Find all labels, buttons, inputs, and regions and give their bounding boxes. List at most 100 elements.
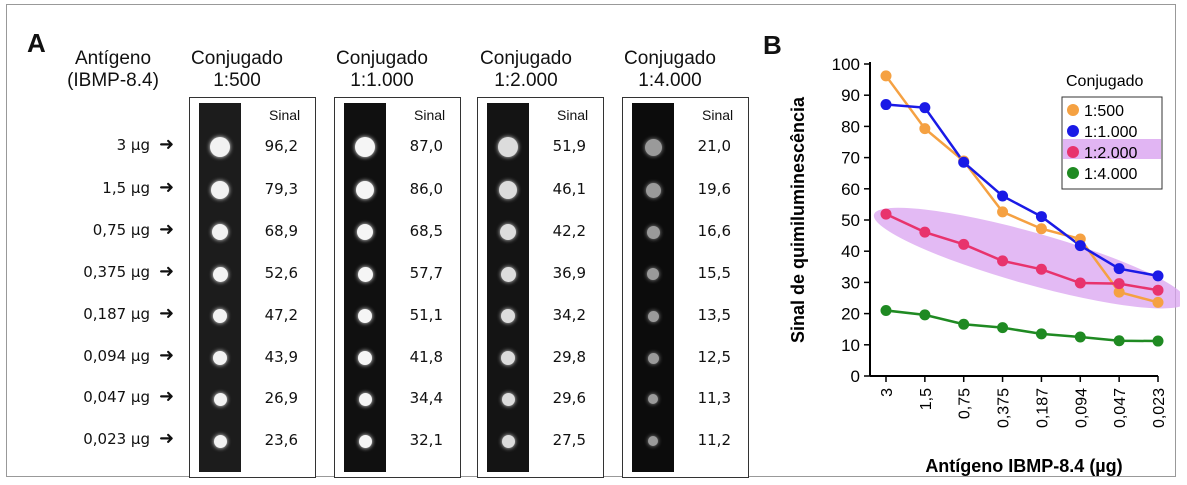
data-point xyxy=(880,99,892,111)
dot-spot xyxy=(648,436,658,446)
signal-value: 26,9 xyxy=(264,389,298,407)
dot-spot xyxy=(646,225,660,239)
panel-a-letter: A xyxy=(27,28,46,58)
signal-value: 47,2 xyxy=(264,306,298,324)
dot-spot xyxy=(210,137,230,157)
strip-header-title: Conjugado xyxy=(191,48,283,69)
signal-value: 96,2 xyxy=(264,137,298,155)
strip-box: Sinal 21,0 19,6 16,6 15,5 13,5 12,5 11,3 11,2 xyxy=(622,97,749,478)
signal-value: 29,8 xyxy=(552,348,586,366)
data-point xyxy=(880,70,892,82)
dot-spot xyxy=(358,309,372,323)
strip-header-title: Conjugado xyxy=(624,48,716,69)
data-point xyxy=(997,255,1009,267)
data-point xyxy=(880,304,892,316)
arrow-right-icon: ➜ xyxy=(159,219,175,240)
x-tick-label: 1,5 xyxy=(918,388,935,410)
arrow-right-icon: ➜ xyxy=(159,428,175,449)
membrane-strip xyxy=(632,103,674,472)
dot-spot xyxy=(358,351,372,365)
data-point xyxy=(1152,284,1164,296)
signal-value: 29,6 xyxy=(552,389,586,407)
legend-title: Conjugado xyxy=(1066,73,1144,90)
signal-value: 19,6 xyxy=(697,180,731,198)
data-point xyxy=(1035,223,1047,235)
signal-value: 12,5 xyxy=(697,348,731,366)
y-tick-label: 100 xyxy=(832,55,860,74)
data-point xyxy=(919,226,931,238)
signal-value: 23,6 xyxy=(264,431,298,449)
data-point xyxy=(958,156,970,168)
dot-spot xyxy=(499,181,517,199)
y-tick-label: 20 xyxy=(841,305,860,324)
arrow-right-icon: ➜ xyxy=(159,345,175,366)
dot-spot xyxy=(647,268,659,280)
highlight-ellipse xyxy=(873,207,1180,309)
data-point xyxy=(1035,328,1047,340)
dot-spot xyxy=(357,266,373,282)
signal-value: 34,2 xyxy=(552,306,586,324)
dot-spot xyxy=(500,266,516,282)
dot-spot xyxy=(355,137,375,157)
dot-spot xyxy=(644,138,662,156)
x-tick-label: 0,047 xyxy=(1112,388,1129,428)
arrow-right-icon: ➜ xyxy=(159,386,175,407)
signal-value: 11,3 xyxy=(697,389,731,407)
series-line xyxy=(885,103,1159,278)
legend-label: 1:2.000 xyxy=(1084,145,1137,162)
row-label: 0,187 µg xyxy=(83,305,150,323)
data-point xyxy=(958,238,970,250)
strip-header: Conjugado 1:1.000 xyxy=(307,48,457,92)
y-tick-label: 10 xyxy=(841,336,860,355)
signal-value: 86,0 xyxy=(409,180,443,198)
strip-header: Conjugado 1:4.000 xyxy=(595,48,745,92)
data-point xyxy=(919,309,931,321)
data-point xyxy=(1035,211,1047,223)
legend-highlight xyxy=(1063,139,1161,159)
x-tick-label: 3 xyxy=(879,388,896,397)
dot-spot xyxy=(501,434,515,448)
data-point xyxy=(919,123,931,135)
strip-box: Sinal 51,9 46,1 42,2 36,9 34,2 29,8 29,6 27,5 xyxy=(477,97,604,478)
row-label: 0,047 µg xyxy=(83,388,150,406)
signal-value: 51,1 xyxy=(409,306,443,324)
signal-value: 36,9 xyxy=(552,264,586,282)
arrow-right-icon: ➜ xyxy=(159,261,175,282)
x-tick-label: 0,187 xyxy=(1034,388,1051,428)
data-point xyxy=(1074,331,1086,343)
dot-spot xyxy=(213,351,227,365)
signal-value: 11,2 xyxy=(697,431,731,449)
sinal-label: Sinal xyxy=(414,107,446,123)
dot-spot xyxy=(648,394,658,404)
signal-value: 68,9 xyxy=(264,222,298,240)
legend-marker xyxy=(1067,104,1079,116)
membrane-strip xyxy=(199,103,241,472)
series-line xyxy=(885,309,1159,343)
data-point xyxy=(1152,270,1164,282)
strip-header: Conjugado 1:500 xyxy=(162,48,312,92)
strip-header-dilution: 1:4.000 xyxy=(638,70,702,91)
x-tick-label: 0,75 xyxy=(957,388,974,419)
membrane-strip xyxy=(344,103,386,472)
dot-spot xyxy=(213,309,227,323)
y-tick-label: 80 xyxy=(841,117,860,136)
signal-value: 15,5 xyxy=(697,264,731,282)
strip-header-title: Conjugado xyxy=(336,48,428,69)
dot-spot xyxy=(501,309,515,323)
data-point xyxy=(1152,335,1164,347)
data-point xyxy=(1035,263,1047,275)
strip-box: Sinal 87,0 86,0 68,5 57,7 51,1 41,8 34,4 32,1 xyxy=(334,97,461,478)
sinal-label: Sinal xyxy=(269,107,301,123)
antigen-header-line2: (IBMP-8.4) xyxy=(67,70,159,91)
strip-header: Conjugado 1:2.000 xyxy=(451,48,601,92)
signal-value: 41,8 xyxy=(409,348,443,366)
dot-spot xyxy=(358,434,372,448)
data-point xyxy=(919,102,931,114)
data-point xyxy=(1113,263,1125,275)
series-line xyxy=(885,212,1159,292)
legend-label: 1:4.000 xyxy=(1084,166,1137,183)
dot-spot xyxy=(647,352,659,364)
strip-header-dilution: 1:1.000 xyxy=(350,70,414,91)
data-point xyxy=(880,208,892,220)
legend-label: 1:1.000 xyxy=(1084,124,1137,141)
